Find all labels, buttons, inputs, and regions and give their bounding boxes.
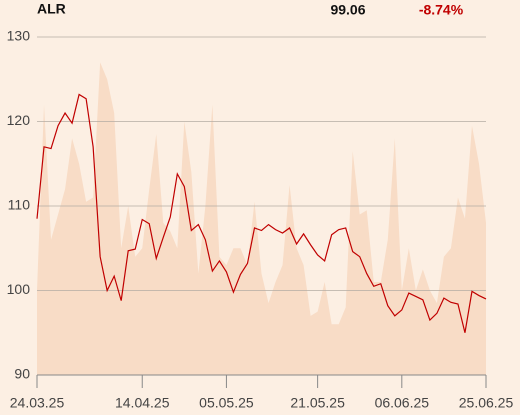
- y-tick-label: 130: [7, 28, 31, 44]
- x-tick-label: 25.06.25: [459, 395, 514, 411]
- price: 99.06: [330, 2, 365, 18]
- y-tick-label: 100: [7, 281, 31, 297]
- price-line: [36, 93, 487, 333]
- x-tick-label: 14.04.25: [115, 395, 170, 411]
- x-tick-label: 21.05.25: [290, 395, 345, 411]
- x-tick-label: 05.05.25: [199, 395, 254, 411]
- x-tick-label: 06.06.25: [375, 395, 430, 411]
- x-tick-label: 24.03.25: [10, 395, 65, 411]
- change: -8.74%: [419, 2, 464, 18]
- ticker: ALR: [37, 1, 66, 17]
- y-tick-label: 90: [14, 366, 30, 382]
- volume-area: [37, 62, 486, 375]
- y-tick-label: 110: [8, 197, 31, 213]
- y-tick-label: 120: [7, 112, 31, 128]
